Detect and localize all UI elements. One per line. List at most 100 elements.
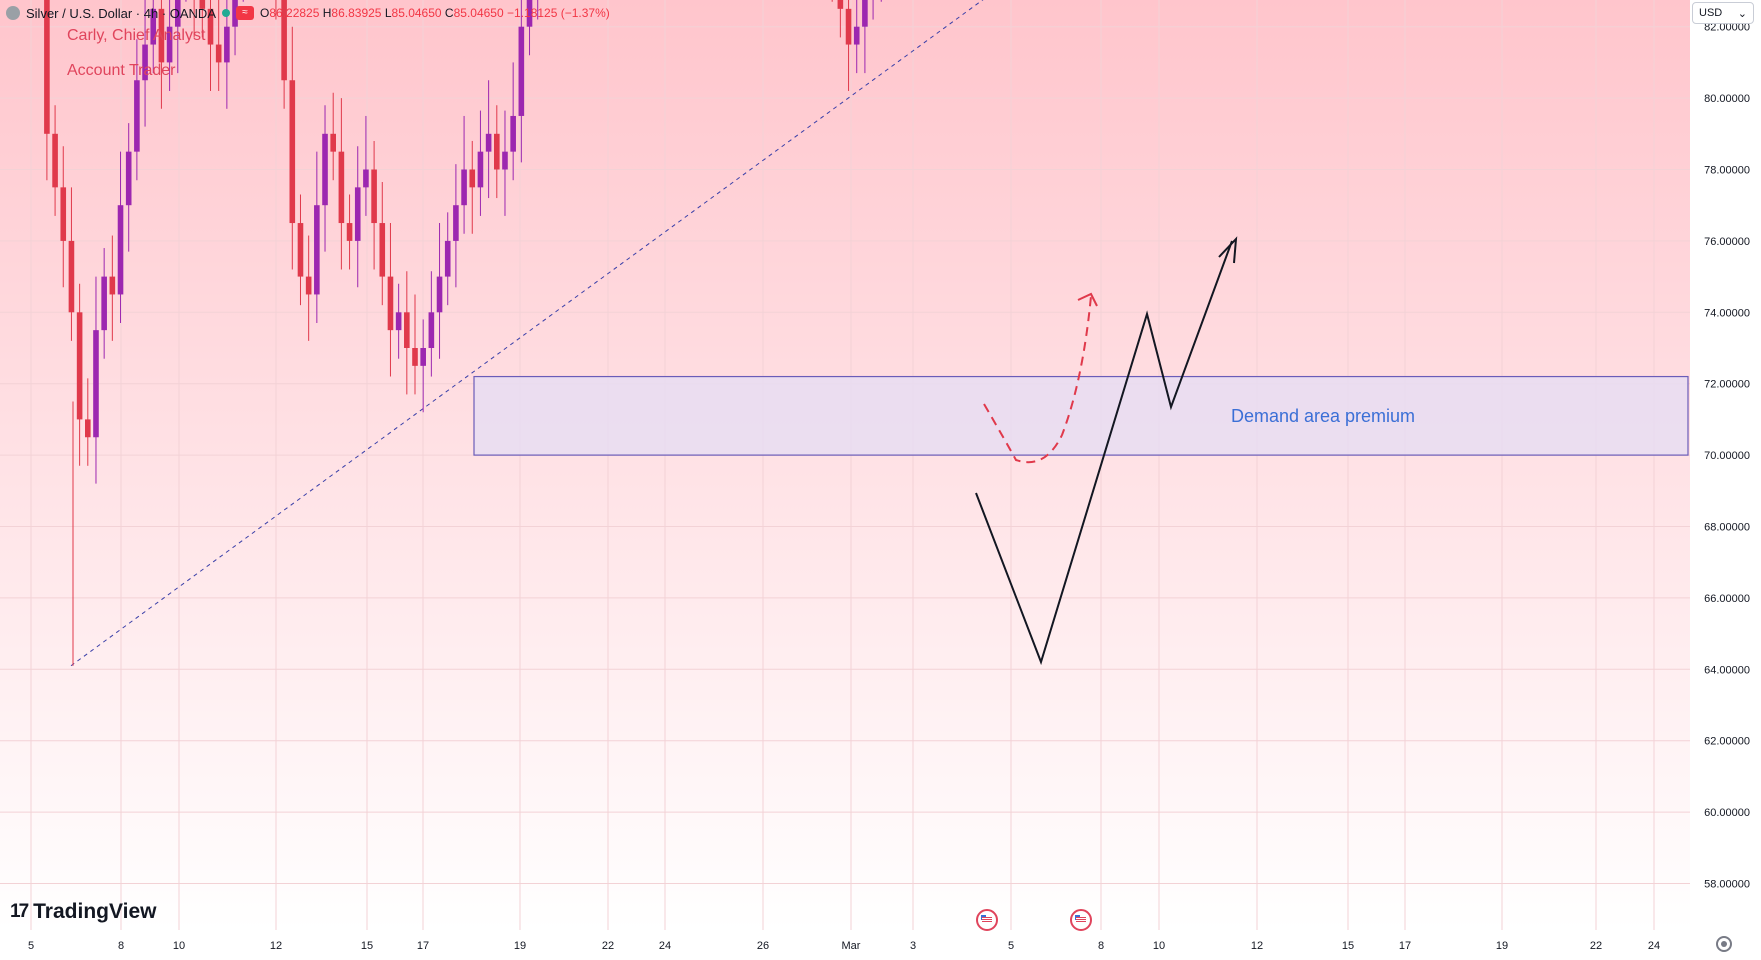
economic-event-icon[interactable]	[976, 909, 998, 931]
candle	[371, 140, 377, 270]
account-label: Account Trader	[67, 62, 176, 79]
candle-body	[207, 8, 214, 45]
gear-icon[interactable]	[1716, 936, 1732, 952]
candle	[395, 283, 402, 359]
candle-body	[837, 0, 844, 9]
time-axis[interactable]: 5 8 10 12 15 17 19 22 24 26 Mar 3 5 8 10 12 15 17 19 22 24	[28, 940, 1660, 952]
candle-body	[150, 8, 157, 45]
candle	[853, 0, 860, 74]
candle-body	[845, 8, 852, 45]
candle-body	[862, 0, 868, 27]
candle	[93, 276, 99, 484]
candle	[363, 115, 369, 216]
candle	[354, 146, 361, 288]
projection-paths	[975, 236, 1238, 666]
candle-body	[444, 240, 451, 277]
time-tick-label: 8	[118, 940, 124, 952]
price-axis-background[interactable]	[1690, 0, 1761, 960]
candle-body	[142, 44, 148, 81]
projection-arrowhead	[1077, 292, 1098, 307]
candle-body	[305, 276, 312, 295]
ohlc-values: O86.22825 H86.83925 L85.04650 C85.04650 …	[260, 6, 610, 20]
candle	[338, 98, 345, 270]
candle	[845, 0, 852, 91]
candle	[494, 105, 500, 199]
candle	[461, 115, 467, 234]
candle-body	[134, 80, 140, 152]
price-tick-label: 80.00000	[1704, 93, 1750, 105]
candle	[44, 0, 50, 181]
demand-zone[interactable]: Demand area premium	[473, 375, 1689, 456]
candle	[428, 271, 435, 377]
time-tick-label: 24	[1648, 940, 1660, 952]
price-tick-label: 78.00000	[1704, 165, 1750, 177]
candle-body	[853, 26, 860, 45]
candle-body	[76, 312, 83, 420]
demand-zone-box[interactable]	[473, 375, 1689, 456]
candle	[52, 105, 58, 216]
price-tick-label: 70.00000	[1704, 450, 1750, 462]
projected-path-primary	[975, 240, 1233, 666]
candle-body	[404, 312, 410, 348]
candle-body	[485, 133, 492, 152]
tradingview-icon: 17	[10, 901, 29, 922]
candle	[518, 0, 525, 163]
economic-event-icon[interactable]	[1070, 909, 1092, 931]
candle	[117, 151, 124, 324]
time-tick-label: 22	[602, 940, 614, 952]
candle	[125, 123, 132, 252]
candle-body	[477, 151, 484, 188]
candle-body	[453, 205, 459, 241]
candle	[150, 0, 157, 74]
candle-body	[469, 169, 476, 188]
close-label: C	[444, 6, 454, 20]
candle	[444, 212, 451, 306]
open-label: O	[260, 6, 270, 20]
time-axis-background[interactable]	[0, 930, 1690, 960]
candle-body	[322, 133, 328, 206]
candle	[346, 194, 353, 270]
symbol-legend[interactable]: Silver / U.S. Dollar · 4h · OANDA ≈ O86.…	[6, 3, 610, 23]
candle	[68, 187, 75, 341]
candle-body	[215, 44, 222, 63]
candle-body	[428, 312, 435, 348]
candle	[215, 0, 222, 91]
chevron-down-icon: ⌄	[1737, 7, 1747, 20]
candle	[232, 0, 238, 56]
change-value: −1.18125 (−1.37%)	[507, 6, 610, 20]
candles	[44, 0, 882, 666]
candle-body	[314, 205, 320, 295]
candle	[469, 140, 476, 234]
currency-value: USD	[1699, 7, 1723, 19]
price-axis[interactable]: 58.00000 60.00000 62.00000 64.00000 66.00000…	[1691, 0, 1756, 891]
candle	[134, 39, 140, 181]
analyst-name: Carly, Chief Analyst	[67, 27, 206, 44]
flag-icon[interactable]: ≈	[236, 6, 254, 20]
price-tick-label: 60.00000	[1704, 807, 1750, 819]
time-tick-label: 5	[1008, 940, 1014, 952]
candle	[837, 0, 844, 38]
time-tick-label: 3	[910, 940, 916, 952]
price-tick-label: 64.00000	[1704, 664, 1750, 676]
candle-body	[289, 80, 296, 224]
candle	[305, 235, 312, 341]
time-tick-label: 22	[1590, 940, 1602, 952]
candle-body	[371, 169, 377, 224]
currency-select[interactable]: USD ⌄	[1692, 2, 1754, 24]
candle-body	[199, 0, 206, 9]
symbol-title[interactable]: Silver / U.S. Dollar · 4h · OANDA	[26, 5, 216, 21]
demand-zone-label: Demand area premium	[1231, 406, 1415, 426]
time-tick-label: 12	[1251, 940, 1263, 952]
candle-body	[109, 276, 116, 295]
candle	[166, 0, 173, 91]
candle	[60, 146, 67, 288]
time-tick-label: 8	[1098, 940, 1104, 952]
tradingview-logo[interactable]: 17 TradingView	[10, 900, 156, 924]
candle	[199, 0, 206, 38]
candle-body	[85, 419, 91, 438]
time-tick-label: 10	[173, 940, 185, 952]
candle	[281, 0, 287, 109]
candle-body	[494, 133, 500, 170]
